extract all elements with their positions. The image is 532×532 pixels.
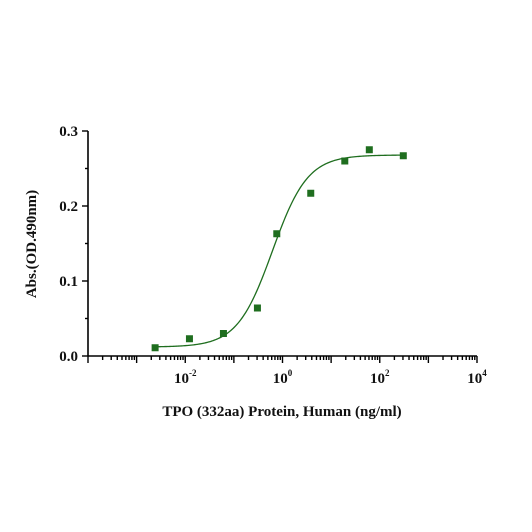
data-point [185, 335, 193, 343]
x-tick-label: 104 [467, 368, 487, 387]
y-tick-label: 0.2 [59, 199, 78, 215]
x-ticks: 10-2 100 102 104 [87, 356, 487, 387]
x-tick-label: 100 [273, 368, 293, 387]
data-point [253, 304, 261, 312]
data-point [151, 344, 159, 352]
data-point [365, 146, 373, 154]
x-axis: 10-2 100 102 104 [87, 355, 487, 387]
x-tick-label: 10-2 [174, 368, 197, 387]
x-axis-label: TPO (332aa) Protein, Human (ng/ml) [162, 404, 401, 420]
y-axis: 0.0 0.1 0.2 0.3 [59, 124, 89, 365]
y-axis-label: Abs.(OD.490nm) [24, 190, 40, 298]
fit-curve [155, 154, 404, 348]
data-point [399, 152, 407, 160]
data-point [307, 189, 315, 197]
data-points [151, 146, 407, 352]
data-point [219, 330, 227, 337]
y-ticks: 0.0 0.1 0.2 0.3 [59, 124, 88, 365]
x-tick-label: 102 [370, 368, 390, 387]
data-point [273, 230, 281, 238]
y-tick-label: 0.3 [59, 124, 78, 140]
y-tick-label: 0.1 [59, 274, 78, 290]
data-point [341, 157, 349, 165]
y-tick-label: 0.0 [59, 349, 78, 365]
